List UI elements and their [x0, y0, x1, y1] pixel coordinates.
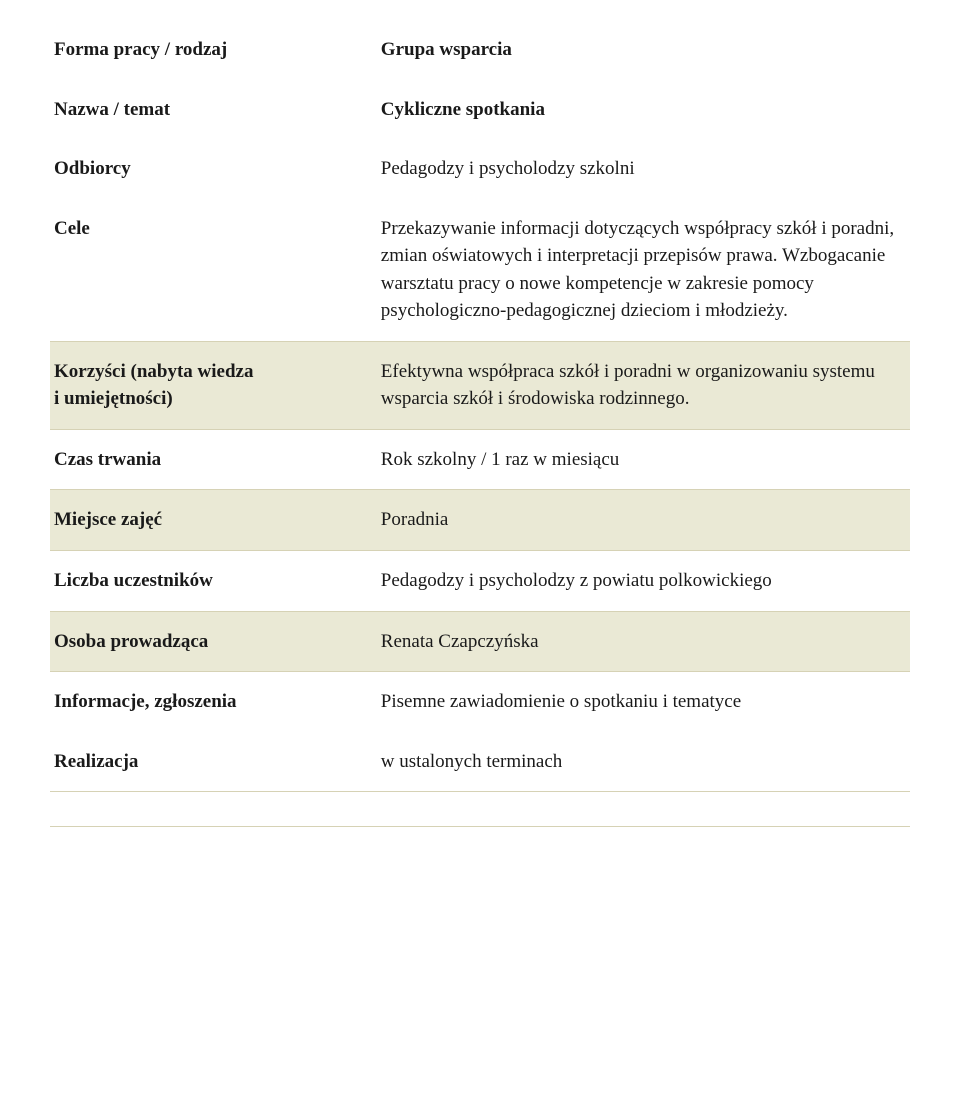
row-label: Odbiorcy: [50, 139, 377, 199]
row-value: w ustalonych terminach: [377, 732, 910, 792]
row-value: Renata Czapczyńska: [377, 611, 910, 672]
row-label: Czas trwania: [50, 429, 377, 490]
table-row: Miejsce zajęć Poradnia: [50, 490, 910, 551]
row-label: Osoba prowadząca: [50, 611, 377, 672]
row-label: Cele: [50, 199, 377, 342]
table-row: Liczba uczestników Pedagodzy i psycholod…: [50, 551, 910, 612]
footer-divider: [50, 826, 910, 827]
row-value: Efektywna współpraca szkół i poradni w o…: [377, 341, 910, 429]
table-row: Odbiorcy Pedagodzy i psycholodzy szkolni: [50, 139, 910, 199]
row-label: Informacje, zgłoszenia: [50, 672, 377, 732]
row-value: Pisemne zawiadomienie o spotkaniu i tema…: [377, 672, 910, 732]
row-value: Pedagodzy i psycholodzy szkolni: [377, 139, 910, 199]
row-value: Grupa wsparcia: [377, 20, 910, 80]
table-row: Realizacja w ustalonych terminach: [50, 732, 910, 792]
table-row: Korzyści (nabyta wiedza i umiejętności) …: [50, 341, 910, 429]
row-value: Pedagodzy i psycholodzy z powiatu polkow…: [377, 551, 910, 612]
row-label: Liczba uczestników: [50, 551, 377, 612]
row-label: Realizacja: [50, 732, 377, 792]
row-value: Rok szkolny / 1 raz w miesiącu: [377, 429, 910, 490]
table-row: Nazwa / temat Cykliczne spotkania: [50, 80, 910, 140]
table-row: Czas trwania Rok szkolny / 1 raz w miesi…: [50, 429, 910, 490]
row-value: Cykliczne spotkania: [377, 80, 910, 140]
row-value: Przekazywanie informacji dotyczących wsp…: [377, 199, 910, 342]
row-label: Korzyści (nabyta wiedza i umiejętności): [50, 341, 377, 429]
info-table: Forma pracy / rodzaj Grupa wsparcia Nazw…: [50, 20, 910, 792]
row-label: Nazwa / temat: [50, 80, 377, 140]
row-value: Poradnia: [377, 490, 910, 551]
table-row: Cele Przekazywanie informacji dotyczącyc…: [50, 199, 910, 342]
row-label: Forma pracy / rodzaj: [50, 20, 377, 80]
row-label: Miejsce zajęć: [50, 490, 377, 551]
table-row: Forma pracy / rodzaj Grupa wsparcia: [50, 20, 910, 80]
table-row: Informacje, zgłoszenia Pisemne zawiadomi…: [50, 672, 910, 732]
table-row: Osoba prowadząca Renata Czapczyńska: [50, 611, 910, 672]
